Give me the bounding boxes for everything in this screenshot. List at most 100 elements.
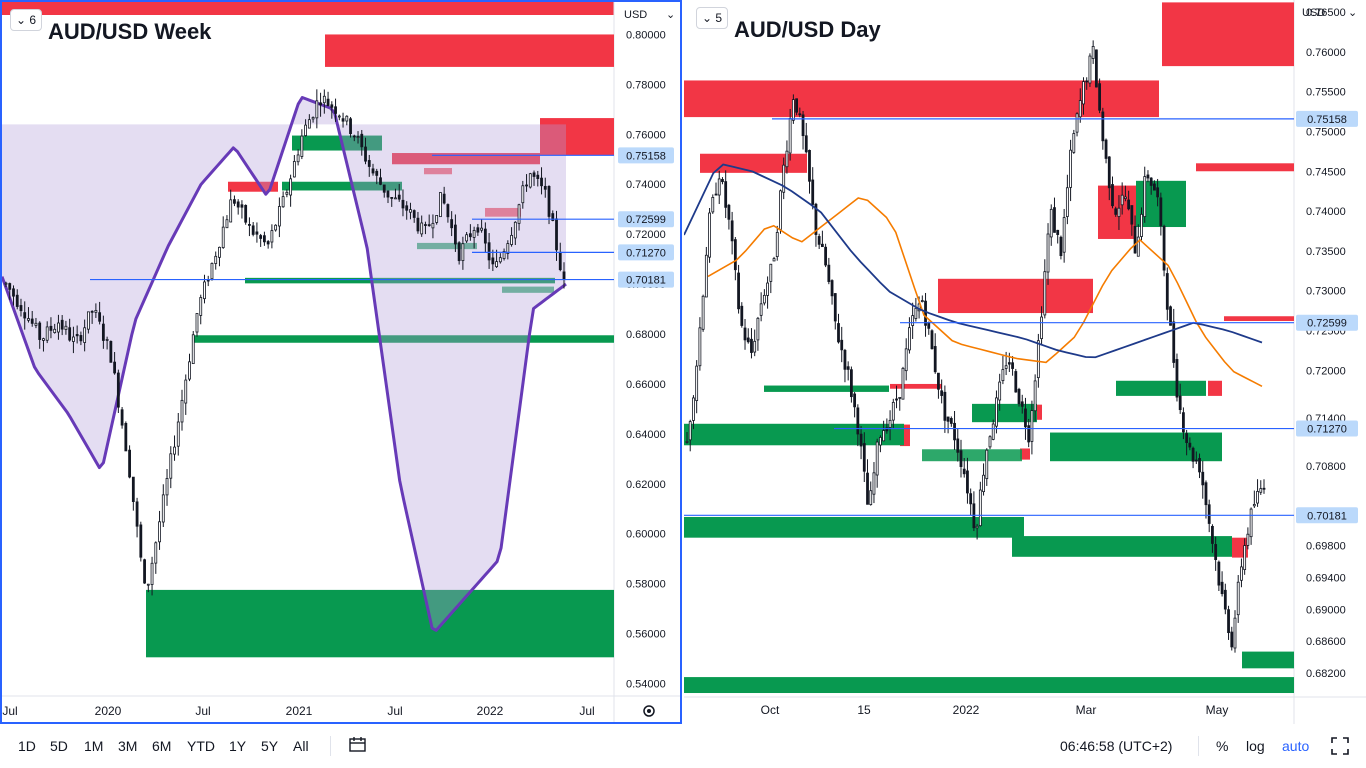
candle-body — [266, 241, 270, 245]
candle-body — [1065, 187, 1069, 217]
range-1d-button[interactable]: 1D — [18, 738, 36, 754]
price-tick-label: 0.60000 — [626, 529, 666, 541]
candle-body — [1214, 544, 1218, 560]
candle-body — [1007, 362, 1011, 365]
range-5y-button[interactable]: 5Y — [261, 738, 279, 754]
candle-body — [1136, 236, 1140, 257]
supply-zone — [325, 34, 614, 67]
candle-body — [846, 366, 850, 370]
demand-zone — [282, 181, 402, 191]
currency-dropdown-icon[interactable]: ⌄ — [1348, 7, 1357, 19]
candle-body — [236, 201, 240, 208]
candle-body — [558, 251, 562, 271]
weekly-zones — [146, 34, 614, 658]
candle-body — [450, 219, 454, 229]
range-6m-button[interactable]: 6M — [152, 738, 172, 754]
weekly-chart-pane[interactable]: 0.800000.780000.760000.740000.720000.700… — [0, 0, 682, 724]
layout-selector-button[interactable]: ⌄ 5 — [696, 7, 728, 29]
candle-body — [191, 334, 195, 365]
candle-body — [4, 282, 8, 285]
candle-body — [101, 323, 105, 341]
auto-scale-toggle[interactable]: auto — [1282, 738, 1310, 754]
candle-body — [1262, 487, 1266, 490]
demand-zone — [972, 403, 1037, 423]
range-all-button[interactable]: All — [293, 738, 309, 754]
candle-body — [304, 124, 307, 136]
candle-body — [882, 430, 886, 442]
candle-body — [888, 419, 892, 428]
candle-body — [840, 339, 844, 351]
candle-body — [872, 472, 876, 495]
candle-body — [695, 365, 699, 402]
daily-chart-pane[interactable]: 0.76500 0.76000 0.75500 0.75000 0.74500 0.740… — [684, 0, 1366, 724]
candle-body — [701, 295, 705, 330]
candle-body — [924, 300, 927, 326]
candle-body — [1133, 225, 1137, 254]
candle-body — [904, 348, 908, 372]
candle-body — [495, 261, 498, 268]
date-tick-label: Oct — [761, 703, 780, 717]
fullscreen-icon[interactable] — [1330, 736, 1350, 759]
range-1y-button[interactable]: 1Y — [229, 738, 247, 754]
range-1m-button[interactable]: 1M — [84, 738, 104, 754]
candle-body — [468, 233, 472, 238]
date-tick-label: Jul — [579, 704, 594, 718]
candle-body — [998, 381, 1002, 401]
candle-body — [782, 164, 786, 193]
daily-chart-canvas[interactable]: 0.76500 0.76000 0.75500 0.75000 0.74500 0.740… — [684, 0, 1366, 724]
percent-scale-toggle[interactable]: % — [1216, 738, 1229, 754]
candle-body — [1072, 133, 1076, 153]
candle-body — [551, 213, 555, 221]
date-range-calendar-icon[interactable] — [348, 736, 368, 757]
candle-body — [756, 317, 760, 341]
currency-label: USD — [624, 9, 647, 21]
price-level-badge — [618, 244, 674, 261]
candle-body — [319, 102, 322, 106]
layout-selector-button[interactable]: ⌄ 6 — [10, 9, 42, 31]
weekly-chart-canvas[interactable]: 0.800000.780000.760000.740000.720000.700… — [2, 2, 680, 722]
range-5d-button[interactable]: 5D — [50, 738, 68, 754]
candle-body — [173, 446, 176, 455]
price-tick-label: 0.73500 — [1306, 246, 1346, 258]
candle-body — [859, 433, 863, 447]
candle-body — [90, 310, 94, 313]
price-level-badge-label: 0.71270 — [1307, 424, 1347, 436]
candle-body — [959, 450, 963, 467]
candle-body — [1030, 410, 1034, 442]
candle-body — [401, 199, 405, 209]
candle-body — [743, 327, 747, 341]
candle-body — [1204, 482, 1208, 506]
range-3m-button[interactable]: 3M — [118, 738, 138, 754]
candle-body — [435, 215, 439, 223]
candle-body — [824, 246, 828, 266]
overlay-fill-area — [2, 97, 566, 631]
divider — [1198, 736, 1199, 756]
log-scale-toggle[interactable]: log — [1246, 738, 1265, 754]
price-level-badge — [1296, 420, 1358, 437]
candle-body — [843, 349, 847, 370]
candle-body — [506, 243, 510, 254]
candle-body — [1233, 617, 1237, 649]
price-tick-label: 0.75500 — [1306, 87, 1346, 99]
demand-zone — [684, 677, 1294, 694]
candle-body — [199, 297, 203, 316]
settings-gear-icon[interactable] — [643, 705, 655, 717]
candle-body — [349, 118, 352, 135]
candle-body — [1165, 273, 1169, 310]
candle-body — [1017, 388, 1021, 405]
price-level-badge-label: 0.72599 — [1307, 318, 1347, 330]
candle-body — [8, 283, 12, 290]
candle-body — [1053, 207, 1056, 233]
price-tick-label: 0.64000 — [626, 429, 666, 441]
candle-body — [128, 449, 131, 478]
candle-body — [779, 190, 782, 230]
clock-time-display[interactable]: 06:46:58 (UTC+2) — [1060, 738, 1173, 754]
candle-body — [1182, 412, 1185, 433]
layout-count: 6 — [29, 13, 37, 27]
range-ytd-button[interactable]: YTD — [187, 738, 215, 754]
candle-body — [251, 225, 255, 235]
candle-body — [480, 227, 484, 231]
price-level-badge-label: 0.75158 — [1307, 114, 1347, 126]
candle-body — [446, 204, 450, 218]
currency-dropdown-icon[interactable]: ⌄ — [666, 9, 675, 21]
